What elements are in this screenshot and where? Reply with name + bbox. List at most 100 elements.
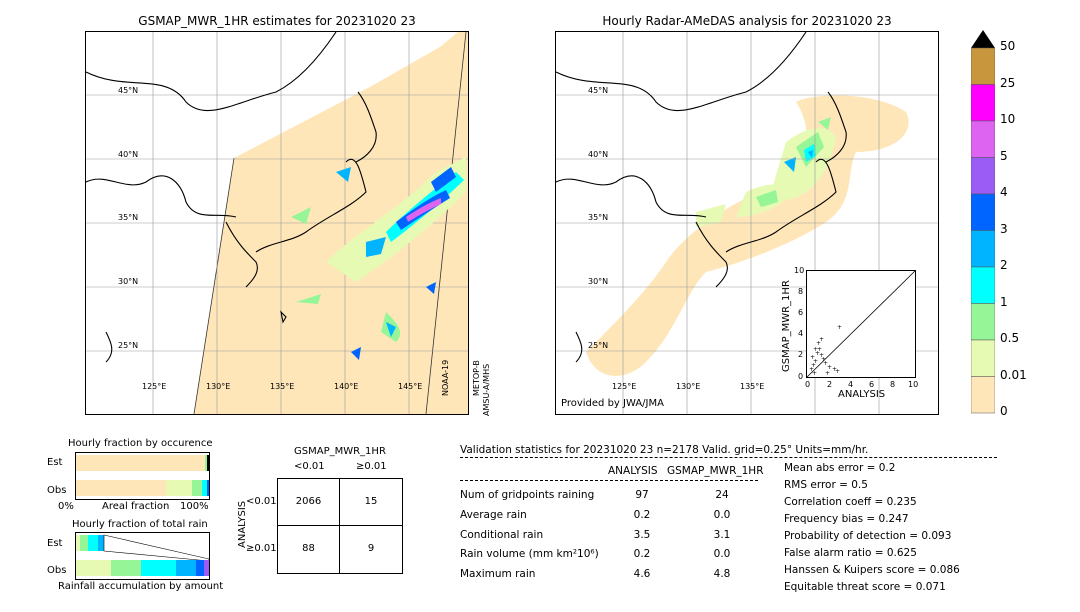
svg-text:+: + — [810, 354, 815, 361]
colorbar-label: 5 — [1000, 148, 1008, 163]
scatter-canvas: +++ +++ +++ +++ +++ + + + — [806, 270, 916, 378]
scatter-ytick-0: 0 — [798, 372, 804, 381]
colorbar-segment — [970, 230, 996, 268]
score-4: Probability of detection = 0.093 — [784, 530, 952, 542]
total-obs-label: Obs — [47, 565, 67, 576]
right-map-title: Hourly Radar-AMeDAS analysis for 2023102… — [602, 14, 892, 28]
scatter-ylabel: GSMAP_MWR_1HR — [781, 280, 792, 372]
col-analysis: ANALYSIS — [608, 465, 658, 477]
colorbar-canvas — [970, 30, 996, 414]
stat-analysis-0: 97 — [635, 489, 649, 501]
scatter-xtick-8: 8 — [890, 380, 896, 389]
colorbar-labels: 50 25 10 5 4 3 2 1 0.5 0.01 0 — [1000, 39, 1040, 425]
right-lat-35: 35°N — [588, 213, 609, 222]
score-5: False alarm ratio = 0.625 — [784, 547, 917, 559]
score-6: Hanssen & Kuipers score = 0.086 — [784, 564, 960, 576]
occurrence-est-label: Est — [47, 457, 63, 468]
right-lat-30: 30°N — [588, 277, 609, 286]
colorbar-label: 0.5 — [1000, 331, 1020, 345]
svg-text:+: + — [823, 360, 828, 367]
contingency-cell-21: 88 — [302, 543, 315, 554]
side-label-noaa: NOAA-19 — [441, 359, 450, 396]
scatter-inset: + + + + + + + + + + + + + + + + + + — [806, 270, 916, 378]
svg-text:+: + — [813, 358, 818, 365]
score-3: Frequency bias = 0.247 — [784, 513, 909, 525]
score-1: RMS error = 0.5 — [784, 479, 868, 491]
left-lat-25: 25°N — [118, 341, 139, 350]
stat-gsmap-0: 24 — [715, 489, 729, 501]
colorbar-label: 25 — [1000, 75, 1016, 90]
left-lat-45: 45°N — [118, 86, 139, 95]
svg-text:+: + — [837, 324, 842, 331]
left-lon-140: 140°E — [334, 382, 359, 391]
scatter-ytick-4: 4 — [798, 329, 804, 338]
stat-analysis-4: 4.6 — [633, 568, 651, 580]
svg-text:+: + — [812, 370, 817, 377]
contingency-col1: <0.01 — [294, 461, 325, 472]
scatter-xlabel: ANALYSIS — [838, 389, 886, 400]
rain-band — [291, 157, 466, 360]
score-7: Equitable threat score = 0.071 — [784, 581, 946, 593]
svg-text:+: + — [815, 350, 820, 357]
occurrence-obs-bar — [76, 480, 166, 496]
colorbar-label: 4 — [1000, 185, 1008, 199]
stat-gsmap-2: 3.1 — [713, 529, 731, 541]
left-lon-145: 145°E — [398, 382, 423, 391]
score-2: Correlation coeff = 0.235 — [784, 496, 917, 508]
coastlines — [86, 32, 377, 363]
side-label-metop: METOP-B — [472, 360, 481, 396]
scatter-ytick-8: 8 — [798, 287, 804, 296]
svg-text:+: + — [816, 340, 821, 347]
scatter-xtick-10: 10 — [908, 380, 919, 389]
right-map-canvas — [556, 32, 938, 414]
svg-text:+: + — [825, 370, 830, 377]
total-chart — [75, 532, 210, 580]
scatter-xtick-2: 2 — [827, 380, 833, 389]
contingency-row1: <0.01 — [246, 496, 277, 507]
contingency-cell-12: 15 — [364, 496, 378, 507]
colorbar-label: 50 — [1000, 39, 1016, 53]
svg-text:+: + — [817, 346, 822, 353]
occurrence-est-bar — [76, 455, 205, 471]
colorbar-segment — [970, 376, 996, 414]
scatter-xtick-4: 4 — [848, 380, 854, 389]
occurrence-title: Hourly fraction by occurence — [68, 438, 213, 449]
right-lon-125: 125°E — [612, 382, 637, 391]
contingency-row2: ≥0.01 — [246, 543, 277, 554]
colorbar-segment — [970, 84, 996, 122]
score-0: Mean abs error = 0.2 — [784, 462, 896, 474]
stat-label-2: Conditional rain — [460, 529, 544, 541]
colorbar-label: 0.01 — [1000, 367, 1027, 382]
occurrence-axis-left: 0% — [58, 501, 74, 512]
left-lat-30: 30°N — [118, 277, 139, 286]
colorbar-label: 3 — [1000, 221, 1008, 236]
svg-text:+: + — [811, 362, 816, 369]
contingency-ylabel: ANALYSIS — [237, 500, 248, 548]
stat-gsmap-3: 0.0 — [713, 548, 731, 560]
contingency-cell-22: 9 — [367, 543, 375, 554]
stat-label-3: Rain volume (mm km²10⁶) — [460, 548, 599, 560]
svg-text:+: + — [827, 364, 832, 371]
stat-label-4: Maximum rain — [460, 568, 536, 580]
svg-text:+: + — [835, 368, 840, 375]
scatter-ytick-2: 2 — [798, 350, 804, 359]
stat-analysis-3: 0.2 — [633, 548, 651, 560]
svg-text:+: + — [821, 356, 826, 363]
left-lon-130: 130°E — [206, 382, 231, 391]
stat-label-1: Average rain — [460, 509, 527, 521]
colorbar-label: 2 — [1000, 258, 1008, 272]
colorbar-segment — [970, 303, 996, 341]
svg-text:+: + — [819, 336, 824, 343]
contingency-title: GSMAP_MWR_1HR — [294, 446, 386, 457]
left-lon-125: 125°E — [142, 382, 167, 391]
contingency-table: 2066 15 88 9 — [277, 478, 403, 574]
total-title: Hourly fraction of total rain — [72, 519, 208, 530]
right-lat-40: 40°N — [588, 150, 609, 159]
left-lat-40: 40°N — [118, 150, 139, 159]
colorbar-segment — [970, 120, 996, 158]
scatter-ytick-10: 10 — [794, 266, 805, 275]
left-lat-35: 35°N — [118, 213, 139, 222]
radar-credit: Provided by JWA/JMA — [561, 398, 664, 409]
colorbar-segment — [970, 266, 996, 304]
right-lat-45: 45°N — [588, 86, 609, 95]
